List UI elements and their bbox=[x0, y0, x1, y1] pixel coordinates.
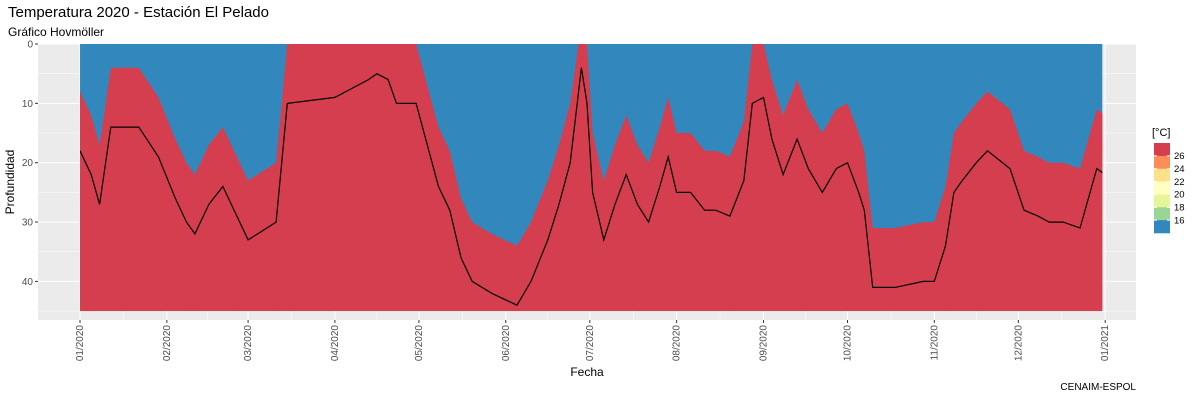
legend-swatch bbox=[1154, 207, 1170, 221]
x-tick-label: 09/2020 bbox=[758, 325, 769, 362]
chart-caption: CENAIM-ESPOL bbox=[1060, 382, 1136, 393]
legend-label: 16 bbox=[1174, 215, 1185, 226]
x-tick-label: 08/2020 bbox=[672, 325, 683, 362]
y-tick-label: 40 bbox=[22, 277, 34, 288]
y-tick-label: 20 bbox=[22, 158, 34, 169]
legend-label: 20 bbox=[1174, 190, 1185, 201]
isotherm-lines bbox=[80, 67, 1103, 306]
legend-label: 26 bbox=[1174, 151, 1185, 162]
chart-subtitle: Gráfico Hovmöller bbox=[8, 25, 105, 39]
x-tick-label: 02/2020 bbox=[162, 325, 173, 362]
x-tick-label: 11/2020 bbox=[929, 325, 940, 361]
legend-label: 24 bbox=[1174, 164, 1185, 175]
legend-swatch bbox=[1154, 220, 1170, 234]
x-tick-label: 01/2021 bbox=[1100, 325, 1111, 362]
temperature-bands bbox=[80, 44, 1103, 312]
legend-swatch bbox=[1154, 194, 1170, 208]
y-tick-label: 30 bbox=[22, 218, 34, 229]
x-tick-label: 03/2020 bbox=[243, 325, 254, 362]
y-tick-label: 10 bbox=[22, 99, 34, 110]
x-tick-label: 05/2020 bbox=[414, 325, 425, 362]
legend-swatch bbox=[1154, 168, 1170, 182]
legend-swatch bbox=[1154, 143, 1170, 157]
x-tick-label: 01/2020 bbox=[75, 325, 86, 362]
legend-title: [°C] bbox=[1152, 127, 1170, 139]
isotherm-line bbox=[80, 67, 1103, 306]
legend-swatch bbox=[1154, 181, 1170, 195]
legend-swatch bbox=[1154, 155, 1170, 170]
x-tick-label: 06/2020 bbox=[501, 325, 512, 362]
x-tick-label: 07/2020 bbox=[585, 325, 596, 362]
y-axis: 0 10 20 30 40 bbox=[22, 40, 38, 288]
x-axis: 01/2020 02/2020 03/2020 04/2020 05/2020 06/20… bbox=[75, 320, 1111, 361]
x-tick-label: 12/2020 bbox=[1013, 325, 1024, 362]
legend-label: 22 bbox=[1174, 177, 1185, 188]
x-axis-title: Fecha bbox=[570, 365, 604, 379]
x-tick-label: 04/2020 bbox=[330, 325, 341, 362]
legend-label: 18 bbox=[1174, 203, 1185, 214]
y-tick-label: 0 bbox=[27, 40, 33, 51]
y-axis-title: Profundidad bbox=[3, 150, 17, 215]
chart-title: Temperatura 2020 - Estación El Pelado bbox=[8, 4, 269, 21]
x-tick-label: 10/2020 bbox=[842, 325, 853, 362]
